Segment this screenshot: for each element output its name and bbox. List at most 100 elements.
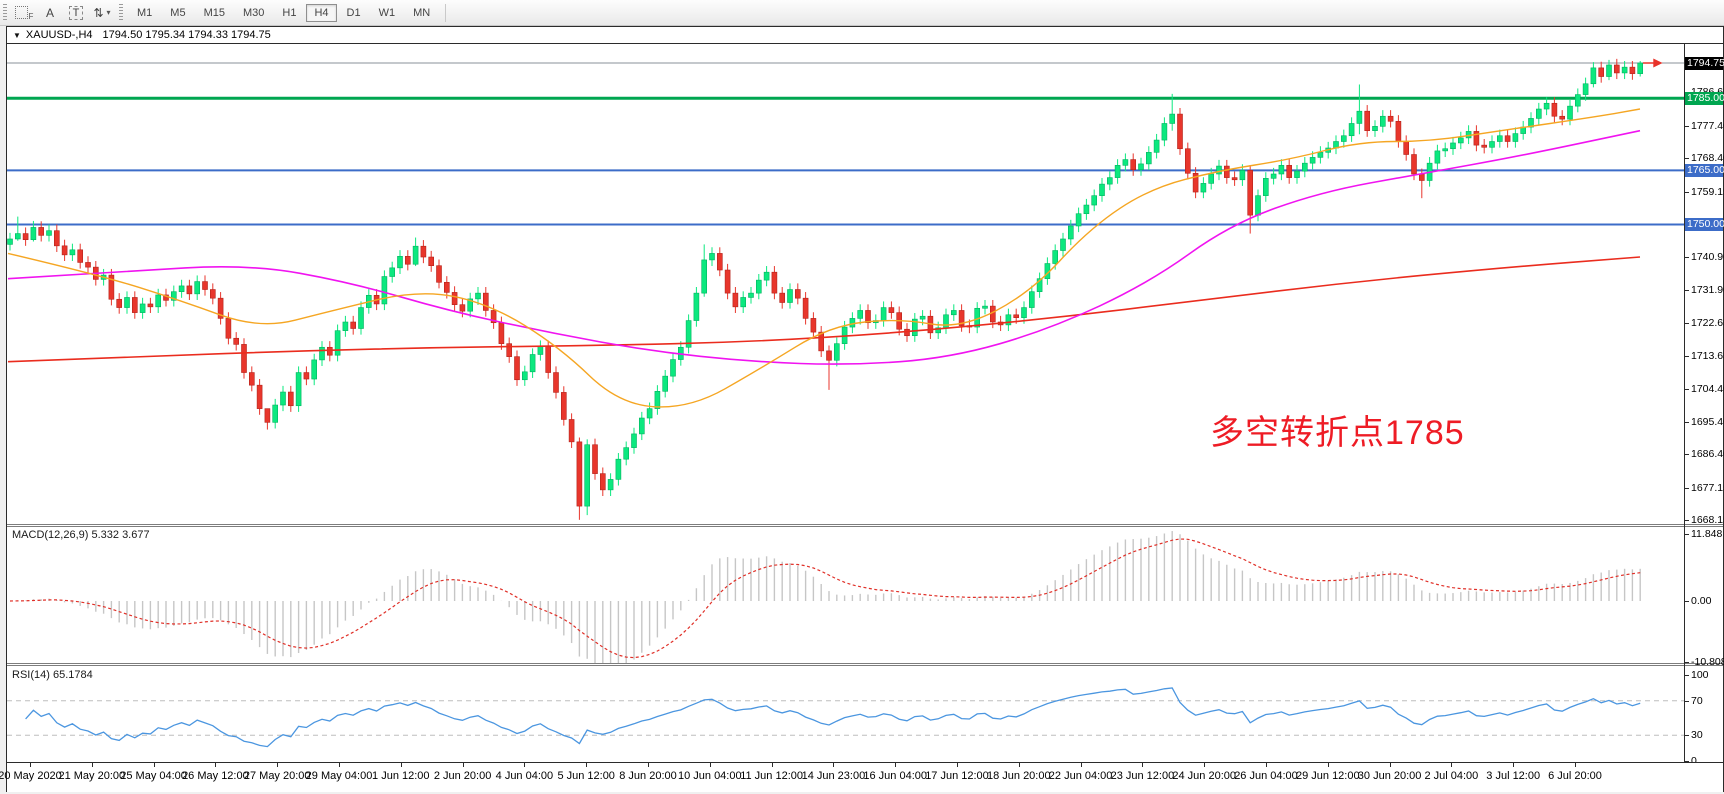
candle-body <box>475 292 481 300</box>
price-tick-1731.90: 1731.90 <box>1691 283 1724 296</box>
label-tool-button[interactable]: A <box>38 3 62 23</box>
candle-body <box>108 274 115 300</box>
chart-ohlc-values: 1794.50 1795.34 1794.33 1794.75 <box>102 29 271 41</box>
candle-body <box>436 265 442 283</box>
candle-body <box>537 346 544 355</box>
candle-body <box>61 245 68 256</box>
candle-body <box>1348 123 1355 137</box>
date-tick-17 <box>1080 763 1082 767</box>
date-tick-19 <box>1204 763 1206 767</box>
candle-body <box>1075 213 1082 227</box>
timeframe-button-m15[interactable]: M15 <box>203 6 225 19</box>
price-tick-1740.90-dash <box>1684 257 1689 259</box>
current-price-label[interactable]: 1794.75 <box>1685 56 1724 70</box>
text-tool-button[interactable]: T <box>64 3 88 23</box>
macd-indicator-label: MACD(12,26,9) 5.332 3.677 <box>12 529 150 541</box>
candle-body <box>256 384 263 409</box>
candle-body <box>1208 173 1214 184</box>
price-tick-1695.40-dash <box>1684 421 1689 423</box>
candle-body <box>599 473 606 491</box>
candle-body <box>249 372 255 386</box>
candle-body <box>1286 165 1292 178</box>
candle-body <box>1559 115 1565 120</box>
timeframe-button-m1[interactable]: M1 <box>137 6 153 19</box>
timeframe-button-m5[interactable]: M5 <box>170 6 186 19</box>
macd-tick-1-dash <box>1684 601 1689 602</box>
candle-body <box>1551 102 1558 117</box>
pane-splitter-macd[interactable] <box>7 524 1723 527</box>
price-tick-1731.90-dash <box>1684 289 1689 291</box>
candle-body <box>295 372 302 407</box>
rsi-pane[interactable] <box>7 666 1684 762</box>
timeframe-button-m30[interactable]: M30 <box>242 6 265 19</box>
timeframe-button-w1[interactable]: W1 <box>378 6 396 19</box>
timeframe-button-h1[interactable]: H1 <box>282 6 297 19</box>
candle-body <box>763 271 770 281</box>
candle-body <box>1411 154 1417 175</box>
effects-tool-button[interactable]: F <box>12 3 36 23</box>
candle-body <box>490 310 497 324</box>
candle-body <box>1481 144 1487 148</box>
date-tick-10 <box>648 763 649 767</box>
candle-body <box>1052 250 1058 264</box>
candle-body <box>194 281 200 295</box>
candle-body <box>1231 177 1238 181</box>
candle-body <box>1114 165 1121 178</box>
timeframe-button-mn[interactable]: MN <box>413 6 431 19</box>
candle-body <box>1005 314 1012 326</box>
candle-body <box>124 297 130 308</box>
price-tick-1759.15-dash <box>1684 191 1689 193</box>
macd-pane[interactable] <box>7 527 1684 663</box>
date-tick-20 <box>1266 763 1267 767</box>
date-tick-14 <box>895 763 897 767</box>
macd-tick-0-dash <box>1684 533 1689 535</box>
macd-tick-1: 0.00 <box>1691 595 1712 607</box>
candle-body <box>225 318 232 339</box>
candle-body <box>241 344 247 373</box>
candle-body <box>1403 141 1409 155</box>
timeframe-button-h4[interactable]: H4 <box>306 3 337 22</box>
candle-body <box>482 292 489 311</box>
date-tick-21 <box>1327 763 1329 767</box>
candle-body <box>701 259 708 294</box>
date-label-17: 22 Jun 04:00 <box>1048 770 1113 782</box>
candle-body <box>1473 131 1480 146</box>
candle-body <box>15 233 21 240</box>
arrange-arrows-icon: ⇅ <box>93 5 104 20</box>
candle-body <box>560 392 567 420</box>
candle-body <box>553 372 559 393</box>
candle-body <box>787 289 793 303</box>
candle-body <box>1169 113 1175 124</box>
toolbar-grip[interactable] <box>3 3 7 22</box>
candle-body <box>1528 118 1534 128</box>
candle-body <box>935 327 942 334</box>
candle-body <box>950 310 957 316</box>
candle-body <box>1419 173 1425 181</box>
toolbar-grip-2[interactable] <box>119 3 123 22</box>
level-label-1750.00[interactable]: 1750.00 <box>1685 218 1724 232</box>
pane-splitter-rsi[interactable] <box>7 663 1723 666</box>
candle-body <box>654 391 661 409</box>
price-tick-1704.40-dash <box>1684 389 1689 391</box>
chart-menu-caret-icon[interactable]: ▼ <box>13 30 21 40</box>
candle-body <box>802 297 809 319</box>
main-price-pane[interactable] <box>7 44 1684 524</box>
macd-signal-line <box>9 538 1641 659</box>
arrange-tool-button[interactable]: ⇅ ▾ <box>90 3 114 23</box>
price-tick-1722.65: 1722.65 <box>1691 317 1724 330</box>
timeframe-button-d1[interactable]: D1 <box>346 6 361 19</box>
candle-body <box>607 479 614 491</box>
date-tick-25 <box>1575 763 1576 767</box>
candle-body <box>1380 115 1386 127</box>
rsi-name: RSI(14) <box>12 669 50 681</box>
candle-body <box>467 298 474 312</box>
candle-body <box>1138 163 1144 170</box>
candle-body <box>1450 142 1456 150</box>
candle-body <box>1309 157 1316 164</box>
candle-body <box>771 271 778 294</box>
level-label-1765.00[interactable]: 1765.00 <box>1685 163 1724 177</box>
price-tick-1777.40: 1777.40 <box>1691 119 1724 132</box>
date-axis[interactable]: 20 May 2020 21 May 20:00 25 May 04:00 26 Ma… <box>0 762 1723 792</box>
level-label-1785.00[interactable]: 1785.00 <box>1685 91 1724 105</box>
top-toolbar: F A T ⇅ ▾ M1 M5 M15 M30 H1 H4 D1 W1 MN <box>0 0 1724 26</box>
